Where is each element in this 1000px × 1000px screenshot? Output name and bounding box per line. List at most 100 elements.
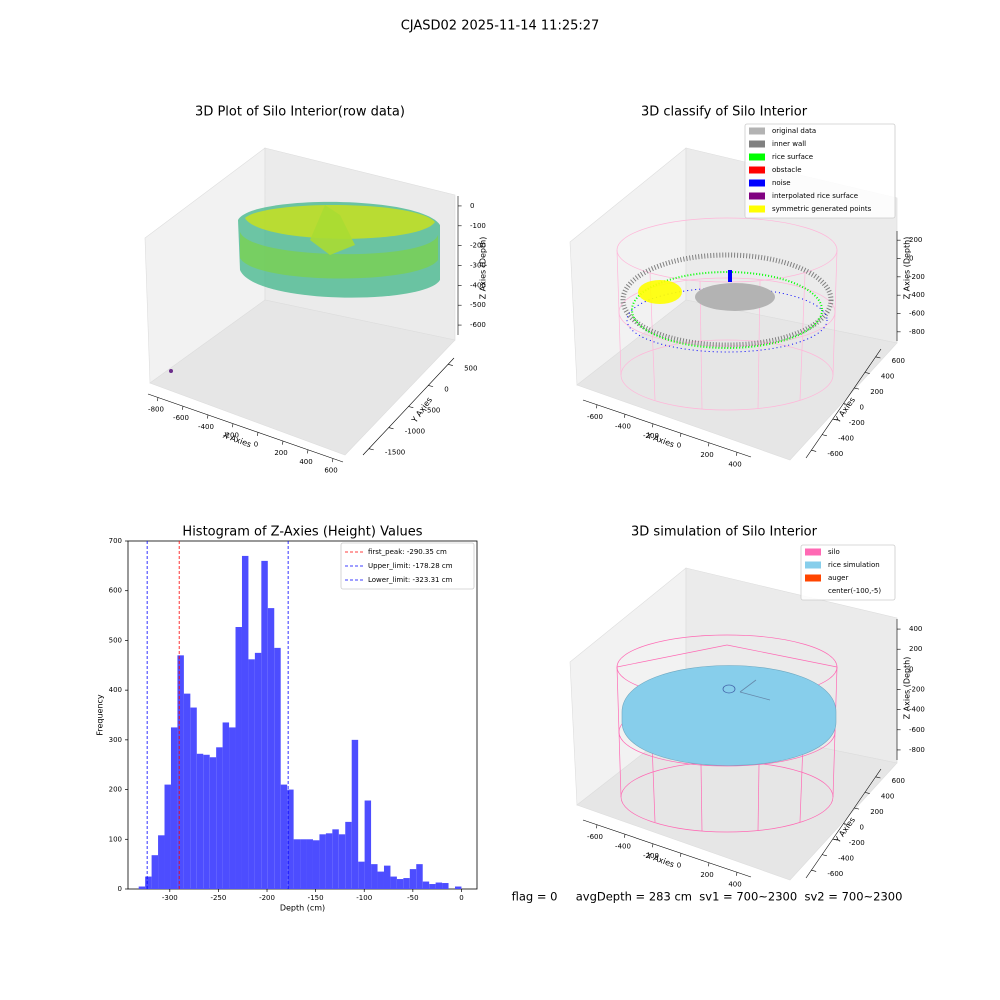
bar bbox=[300, 839, 307, 889]
bar bbox=[364, 800, 372, 889]
tick-mark bbox=[821, 854, 827, 857]
legend-box bbox=[800, 544, 896, 601]
tick-mark bbox=[447, 364, 453, 366]
y-tick-label: 600 bbox=[892, 357, 905, 365]
bar bbox=[287, 789, 294, 889]
x-tick-label: 200 bbox=[700, 871, 713, 879]
bar bbox=[177, 655, 184, 889]
y-tick-label: -1000 bbox=[405, 428, 425, 436]
y-tick-label: 200 bbox=[870, 808, 883, 816]
y-tick-label: -200 bbox=[849, 419, 865, 427]
x-tick-label: -250 bbox=[210, 894, 226, 902]
bar bbox=[319, 834, 326, 889]
bar bbox=[358, 861, 365, 889]
z-tick-label: -600 bbox=[909, 726, 925, 734]
tick-mark bbox=[652, 423, 654, 428]
tick-mark bbox=[624, 834, 626, 838]
x-tick-label: -200 bbox=[643, 852, 659, 860]
tick-mark bbox=[864, 372, 870, 374]
tick-mark bbox=[811, 449, 817, 452]
bar bbox=[190, 707, 197, 889]
z-tick-label: -500 bbox=[470, 301, 486, 309]
bar bbox=[383, 865, 391, 889]
z-tick-label: -300 bbox=[470, 262, 486, 270]
legend-swatch bbox=[749, 127, 765, 135]
bar bbox=[409, 869, 417, 889]
z-tick-label: 200 bbox=[909, 236, 922, 244]
tick-mark bbox=[624, 414, 626, 418]
x-tick-label: 400 bbox=[299, 458, 312, 466]
legend-swatch bbox=[749, 166, 765, 174]
axis-line bbox=[582, 399, 752, 458]
bar bbox=[248, 659, 255, 889]
bar bbox=[145, 876, 152, 889]
axis-line bbox=[582, 819, 752, 878]
tick-mark bbox=[843, 823, 849, 825]
y-tick-label: 0 bbox=[860, 824, 864, 832]
legend-label: silo bbox=[828, 548, 840, 556]
x-tick-label: 400 bbox=[728, 880, 741, 888]
bar bbox=[345, 821, 352, 889]
x-tick-label: -200 bbox=[223, 432, 239, 440]
bar bbox=[403, 878, 410, 889]
bar bbox=[371, 864, 378, 889]
x-tick-label: 400 bbox=[728, 460, 741, 468]
x-tick-label: 0 bbox=[254, 440, 258, 448]
status-text: flag = 0 avgDepth = 283 cm sv1 = 700~230… bbox=[512, 890, 903, 904]
bar bbox=[229, 727, 236, 889]
bar bbox=[196, 753, 204, 889]
tick-mark bbox=[864, 792, 870, 794]
bar bbox=[306, 839, 313, 889]
legend-swatch bbox=[749, 205, 765, 213]
bar bbox=[442, 883, 449, 889]
tick-mark bbox=[332, 458, 334, 463]
legend-swatch bbox=[749, 192, 765, 200]
bar bbox=[338, 834, 346, 889]
y-tick-label: -1500 bbox=[385, 449, 405, 457]
y-tick-label: 400 bbox=[881, 372, 894, 380]
figure-title: CJASD02 2025-11-14 11:25:27 bbox=[401, 19, 600, 34]
legend-swatch bbox=[749, 153, 765, 161]
tick-mark bbox=[854, 387, 860, 390]
y-tick-label: 200 bbox=[109, 786, 122, 794]
bar bbox=[280, 784, 288, 889]
z-tick-label: -600 bbox=[909, 310, 925, 318]
x-tick-label: 0 bbox=[459, 894, 463, 902]
rice-surface bbox=[621, 665, 837, 766]
z-tick-label: -600 bbox=[470, 321, 486, 329]
z-tick-label: 0 bbox=[909, 665, 913, 673]
axis-line bbox=[147, 393, 344, 463]
x-tick-label: 600 bbox=[324, 467, 337, 475]
point-cloud bbox=[620, 252, 834, 353]
y-tick-label: 400 bbox=[881, 792, 894, 800]
z-tick-label: -400 bbox=[909, 291, 925, 299]
tick-mark bbox=[875, 356, 881, 359]
tick-mark bbox=[368, 448, 374, 451]
y-tick-label: -600 bbox=[827, 450, 843, 458]
tick-mark bbox=[811, 869, 817, 872]
point-cloud bbox=[169, 201, 440, 373]
tick-mark bbox=[388, 427, 394, 430]
chart-title: 3D classify of Silo Interior bbox=[641, 105, 808, 120]
bar bbox=[209, 757, 217, 889]
bar bbox=[235, 627, 242, 889]
bar bbox=[422, 881, 430, 889]
y-tick-label: 0 bbox=[860, 404, 864, 412]
y-tick-label: 0 bbox=[444, 385, 448, 393]
bar bbox=[151, 855, 159, 889]
tick-mark bbox=[282, 441, 284, 445]
y-tick-label: 600 bbox=[892, 777, 905, 785]
tick-mark bbox=[408, 406, 414, 408]
z-tick-label: -800 bbox=[909, 328, 925, 336]
legend-label: rice surface bbox=[772, 153, 813, 161]
z-axis-label: Z Axies (Depth) bbox=[903, 657, 912, 720]
legend-label: Upper_limit: -178.28 cm bbox=[368, 562, 453, 570]
tick-mark bbox=[680, 433, 682, 437]
legend-swatch bbox=[805, 561, 821, 569]
legend-swatch bbox=[805, 574, 821, 582]
tick-mark bbox=[736, 452, 738, 456]
bar bbox=[332, 829, 339, 889]
legend-label: inner wall bbox=[772, 140, 806, 148]
bar bbox=[325, 833, 333, 889]
legend-label: auger bbox=[828, 574, 848, 582]
